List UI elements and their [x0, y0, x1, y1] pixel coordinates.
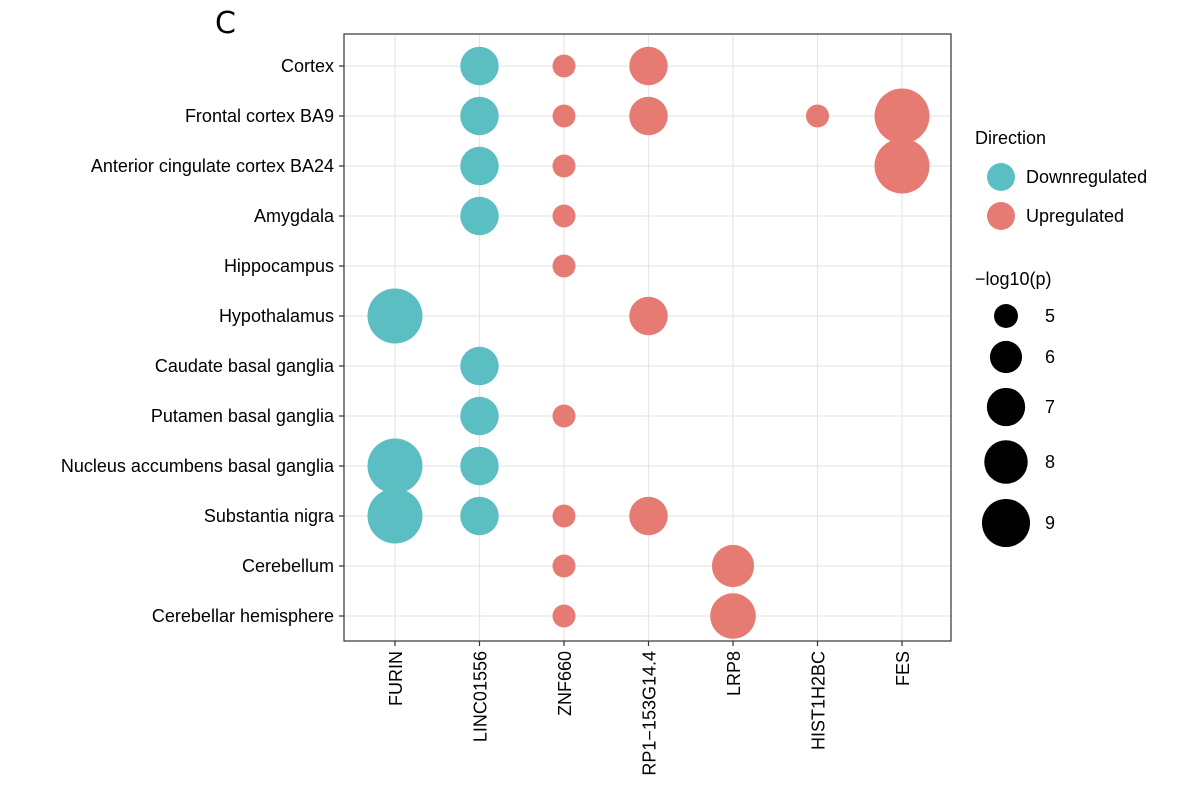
- data-point: [460, 446, 499, 486]
- legend-color-label: Downregulated: [1026, 167, 1147, 187]
- legend-size-swatch: [984, 440, 1028, 484]
- legend-size-swatch: [994, 304, 1018, 328]
- legend-color-label: Upregulated: [1026, 206, 1124, 226]
- data-point: [874, 138, 930, 194]
- x-tick-label: ZNF660: [555, 651, 575, 716]
- data-point: [552, 254, 576, 278]
- data-point: [629, 96, 668, 136]
- y-tick-label: Amygdala: [254, 206, 335, 226]
- data-point: [460, 396, 499, 436]
- legend-size-swatch: [986, 387, 1026, 427]
- data-point: [629, 296, 668, 336]
- data-point: [711, 544, 755, 588]
- data-point: [552, 404, 576, 428]
- data-point: [367, 288, 423, 344]
- data-point: [460, 96, 499, 136]
- x-tick-label: RP1−153G14.4: [640, 651, 660, 776]
- y-tick-label: Hypothalamus: [219, 306, 334, 326]
- legend-size-label: 6: [1045, 347, 1055, 367]
- x-tick-label: LINC01556: [471, 651, 491, 742]
- data-point: [552, 104, 576, 128]
- y-tick-label: Cerebellum: [242, 556, 334, 576]
- data-point: [552, 154, 576, 178]
- plot-frame: [343, 33, 952, 642]
- data-point: [552, 504, 576, 528]
- data-point: [552, 554, 576, 578]
- y-tick-label: Frontal cortex BA9: [185, 106, 334, 126]
- panel-letter: C: [215, 6, 236, 41]
- legend-color-swatch: [987, 163, 1015, 191]
- legend-size-label: 5: [1045, 306, 1055, 326]
- data-point: [629, 46, 668, 86]
- data-point: [460, 46, 499, 86]
- y-tick-label: Cortex: [281, 56, 334, 76]
- x-tick-label: HIST1H2BC: [809, 651, 829, 750]
- data-point: [552, 54, 576, 78]
- data-point: [460, 346, 499, 386]
- data-point: [460, 496, 499, 536]
- data-point: [367, 488, 423, 544]
- data-point: [806, 104, 829, 128]
- size-legend-title: −log10(p): [975, 269, 1052, 289]
- data-point: [874, 88, 930, 144]
- legend: Direction Downregulated Upregulated −log10(…: [975, 128, 1147, 548]
- y-tick-label: Substantia nigra: [204, 506, 335, 526]
- x-tick-label: LRP8: [724, 651, 744, 696]
- data-point: [629, 496, 668, 536]
- y-tick-label: Putamen basal ganglia: [151, 406, 335, 426]
- data-point: [460, 146, 499, 186]
- data-point: [367, 438, 423, 494]
- y-tick-label: Caudate basal ganglia: [155, 356, 335, 376]
- data-point: [460, 196, 499, 236]
- legend-size-label: 9: [1045, 513, 1055, 533]
- y-tick-label: Hippocampus: [224, 256, 334, 276]
- y-tick-label: Cerebellar hemisphere: [152, 606, 334, 626]
- x-tick-label: FES: [893, 651, 913, 686]
- legend-color-swatch: [987, 202, 1015, 230]
- data-point: [710, 593, 756, 639]
- legend-size-label: 7: [1045, 397, 1055, 417]
- x-tick-label: FURIN: [386, 651, 406, 706]
- x-axis-ticks: FURIN LINC01556 ZNF660 RP1−153G14.4 LRP8 HIST…: [386, 641, 913, 776]
- legend-size-label: 8: [1045, 452, 1055, 472]
- y-axis-ticks: Cortex Frontal cortex BA9 Anterior cingula…: [61, 56, 344, 626]
- data-point: [552, 204, 576, 228]
- color-legend-title: Direction: [975, 128, 1046, 148]
- data-point: [552, 604, 576, 628]
- legend-size-swatch: [981, 498, 1031, 548]
- y-tick-label: Anterior cingulate cortex BA24: [91, 156, 334, 176]
- legend-size-swatch: [989, 340, 1023, 374]
- data-points: [367, 46, 930, 639]
- y-tick-label: Nucleus accumbens basal ganglia: [61, 456, 335, 476]
